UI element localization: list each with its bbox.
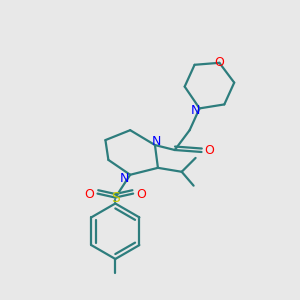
- Text: O: O: [85, 188, 94, 201]
- Text: O: O: [214, 56, 224, 69]
- Text: N: N: [191, 104, 200, 117]
- Text: O: O: [205, 143, 214, 157]
- Text: O: O: [136, 188, 146, 201]
- Text: N: N: [152, 135, 162, 148]
- Text: S: S: [111, 190, 120, 205]
- Text: N: N: [120, 172, 129, 185]
